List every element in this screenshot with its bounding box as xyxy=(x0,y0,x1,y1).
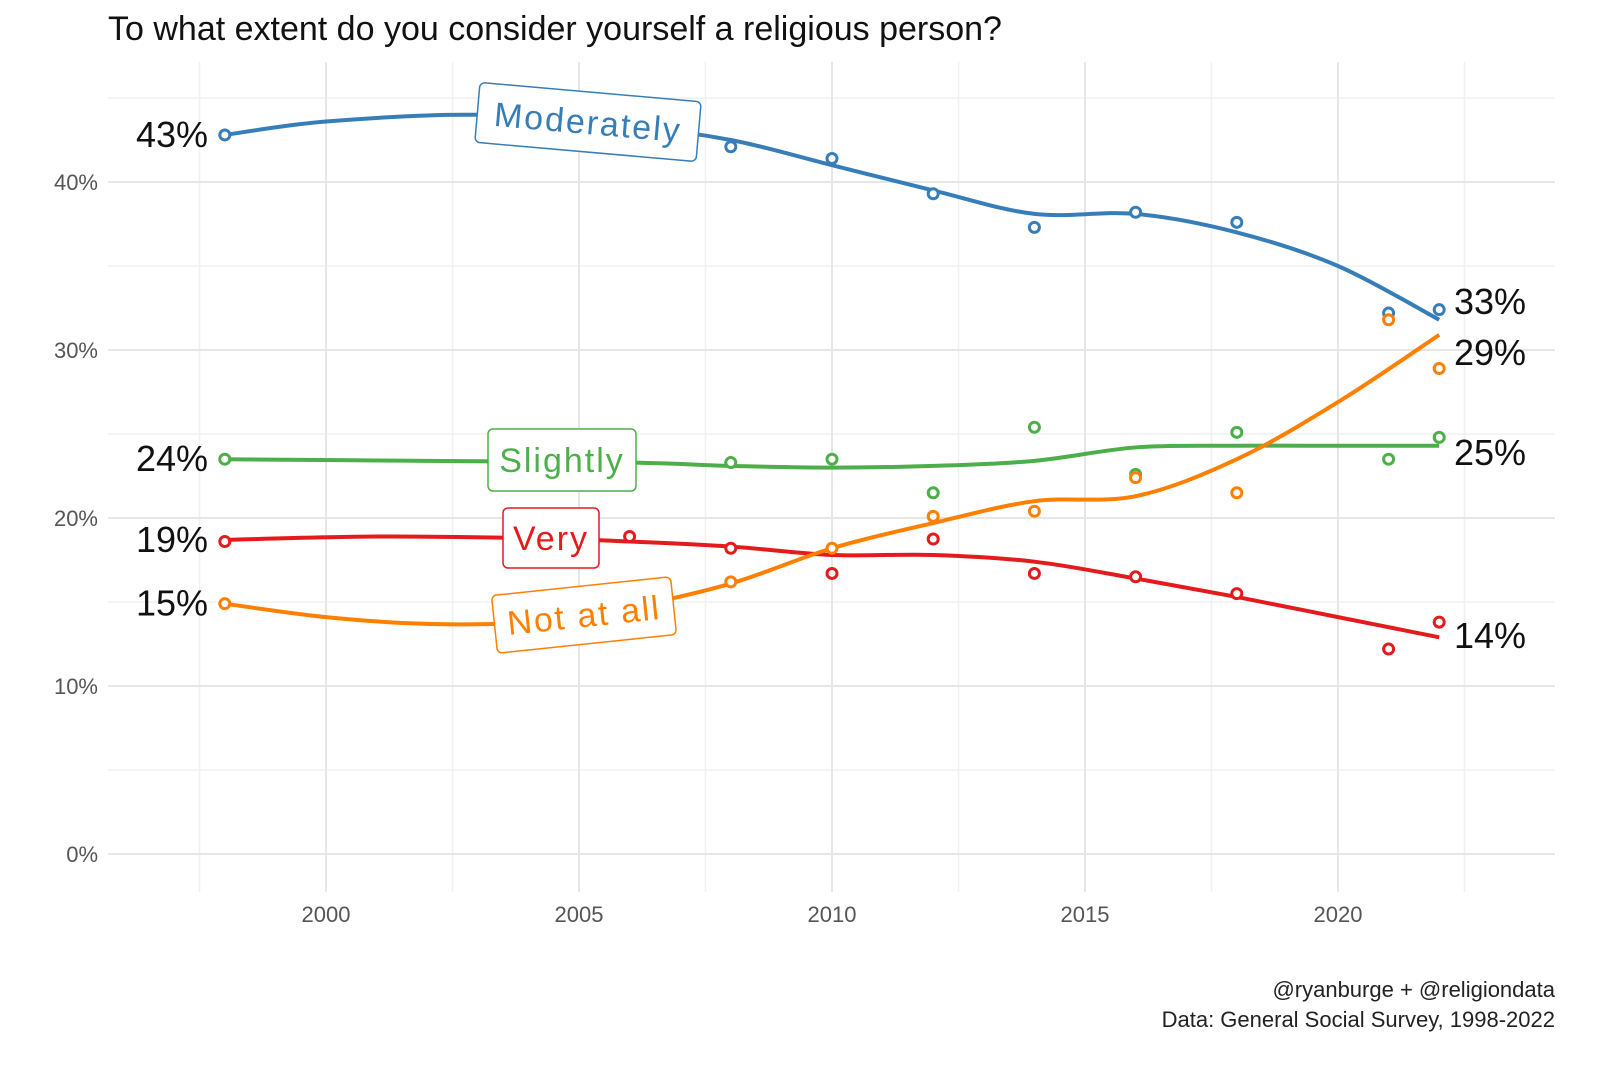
point-very xyxy=(1027,566,1041,580)
point-slightly xyxy=(218,452,232,466)
point-very xyxy=(1129,570,1143,584)
x-tick-label: 2000 xyxy=(302,902,351,927)
x-tick-label: 2010 xyxy=(808,902,857,927)
x-tick-label: 2015 xyxy=(1061,902,1110,927)
end-label-not-at-all: 29% xyxy=(1454,332,1526,373)
point-not-at-all xyxy=(1027,504,1041,518)
series-labels: 43% 33% Moderately 24% 25% Slightly 19% 14% Very… xyxy=(136,82,1526,656)
point-moderately xyxy=(724,140,738,154)
end-label-very: 14% xyxy=(1454,615,1526,656)
line-moderately xyxy=(224,112,1441,322)
point-moderately xyxy=(926,187,940,201)
series-name-label-not-at-all: Not at all xyxy=(491,576,677,654)
point-moderately xyxy=(1230,215,1244,229)
series-name-label-slightly: Slightly xyxy=(487,428,637,492)
point-not-at-all xyxy=(1382,313,1396,327)
end-label-slightly: 25% xyxy=(1454,432,1526,473)
label-box xyxy=(474,82,702,162)
point-not-at-all xyxy=(724,575,738,589)
point-moderately xyxy=(1027,220,1041,234)
start-label-very: 19% xyxy=(136,519,208,560)
point-not-at-all xyxy=(218,597,232,611)
start-label-not-at-all: 15% xyxy=(136,583,208,624)
point-not-at-all xyxy=(825,541,839,555)
y-tick-label: 20% xyxy=(54,506,98,531)
point-not-at-all xyxy=(1129,471,1143,485)
end-label-moderately: 33% xyxy=(1454,281,1526,322)
point-not-at-all xyxy=(1432,361,1446,375)
label-box xyxy=(502,507,600,569)
start-label-moderately: 43% xyxy=(136,114,208,155)
series-name-label-moderately: Moderately xyxy=(474,82,702,162)
point-slightly xyxy=(1027,420,1041,434)
point-very xyxy=(724,541,738,555)
point-moderately xyxy=(825,151,839,165)
point-slightly xyxy=(1432,430,1446,444)
y-tick-label: 40% xyxy=(54,170,98,195)
caption-credit: @ryanburge + @religiondata xyxy=(1272,977,1555,1002)
x-axis: 2000 2005 2010 2015 2020 xyxy=(302,902,1363,927)
point-very xyxy=(926,532,940,546)
point-moderately xyxy=(218,128,232,142)
y-tick-label: 30% xyxy=(54,338,98,363)
gridlines xyxy=(108,62,1555,892)
label-box xyxy=(487,428,637,492)
series-points xyxy=(218,128,1446,656)
x-tick-label: 2005 xyxy=(555,902,604,927)
label-text-very: Very xyxy=(513,520,589,558)
point-slightly xyxy=(1382,452,1396,466)
point-very xyxy=(1432,615,1446,629)
caption-source: Data: General Social Survey, 1998-2022 xyxy=(1162,1007,1555,1032)
label-box xyxy=(491,576,677,654)
point-very xyxy=(1230,587,1244,601)
y-axis: 0% 10% 20% 30% 40% xyxy=(54,170,98,867)
x-tick-label: 2020 xyxy=(1314,902,1363,927)
y-tick-label: 0% xyxy=(66,842,98,867)
label-text-slightly: Slightly xyxy=(499,442,625,480)
point-not-at-all xyxy=(1230,486,1244,500)
point-moderately xyxy=(1432,303,1446,317)
point-very xyxy=(623,529,637,543)
point-slightly xyxy=(926,486,940,500)
point-slightly xyxy=(825,452,839,466)
point-very xyxy=(1382,642,1396,656)
series-name-label-very: Very xyxy=(502,507,600,569)
point-slightly xyxy=(724,456,738,470)
point-very xyxy=(218,535,232,549)
point-not-at-all xyxy=(926,509,940,523)
point-slightly xyxy=(1230,425,1244,439)
y-tick-label: 10% xyxy=(54,674,98,699)
start-label-slightly: 24% xyxy=(136,438,208,479)
chart-title: To what extent do you consider yourself … xyxy=(108,10,1002,48)
point-moderately xyxy=(1129,205,1143,219)
point-very xyxy=(825,566,839,580)
